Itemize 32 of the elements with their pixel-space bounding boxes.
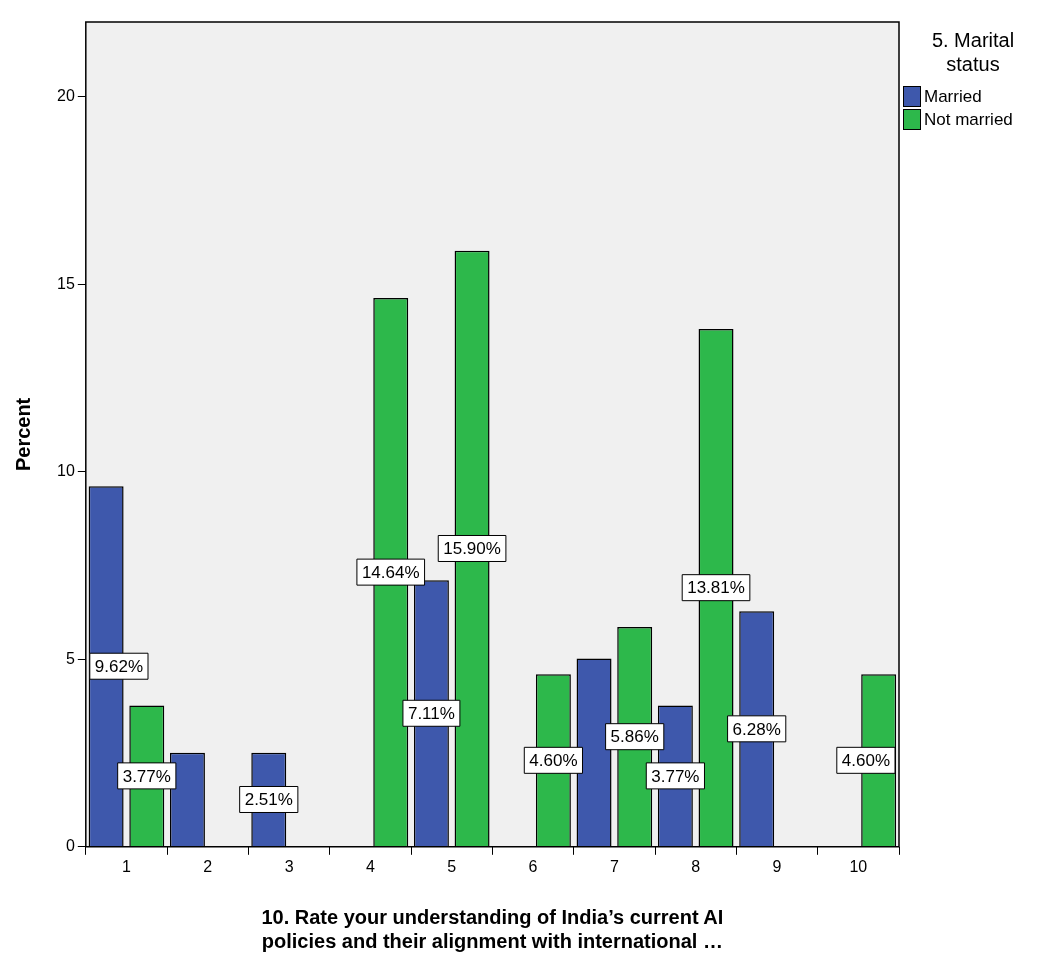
x-tick-label: 3 [284, 857, 294, 875]
data-label: 4.60% [841, 751, 890, 771]
y-tick-label: 20 [57, 87, 75, 105]
data-label: 7.11% [407, 703, 455, 723]
x-tick-label: 6 [528, 857, 538, 875]
x-axis-title: 10. Rate your understanding of India’s current AI policies and their alignment with international … [261, 905, 724, 952]
data-label: 9.62% [94, 656, 143, 676]
data-label: 4.60% [529, 751, 578, 771]
y-tick-label: 10 [57, 462, 75, 480]
legend-label: Not married [924, 109, 1013, 130]
data-label: 14.64% [361, 562, 420, 582]
data-label: 2.51% [244, 790, 293, 810]
x-tick-label: 8 [691, 857, 701, 875]
y-tick-label: 0 [65, 837, 75, 855]
x-tick-label: 5 [447, 857, 457, 875]
data-label: 13.81% [687, 578, 745, 598]
x-tick-label: 2 [203, 857, 213, 875]
y-tick-label: 15 [57, 274, 75, 292]
x-tick-label: 4 [365, 857, 375, 875]
x-tick-label: 10 [849, 857, 868, 875]
x-tick-label: 9 [772, 857, 782, 875]
data-label: 3.77% [651, 766, 700, 786]
data-label: 3.77% [122, 766, 171, 786]
data-label: 15.90% [443, 539, 501, 559]
legend-label: Married [924, 86, 982, 107]
x-tick-label: 7 [609, 857, 619, 875]
data-label: 6.28% [732, 719, 781, 739]
legend-title: 5. Marital status [930, 28, 1016, 76]
y-tick-label: 5 [65, 649, 75, 667]
data-label: 5.86% [610, 727, 659, 747]
x-tick-label: 1 [122, 857, 131, 875]
y-axis-title: Percent [11, 397, 34, 472]
